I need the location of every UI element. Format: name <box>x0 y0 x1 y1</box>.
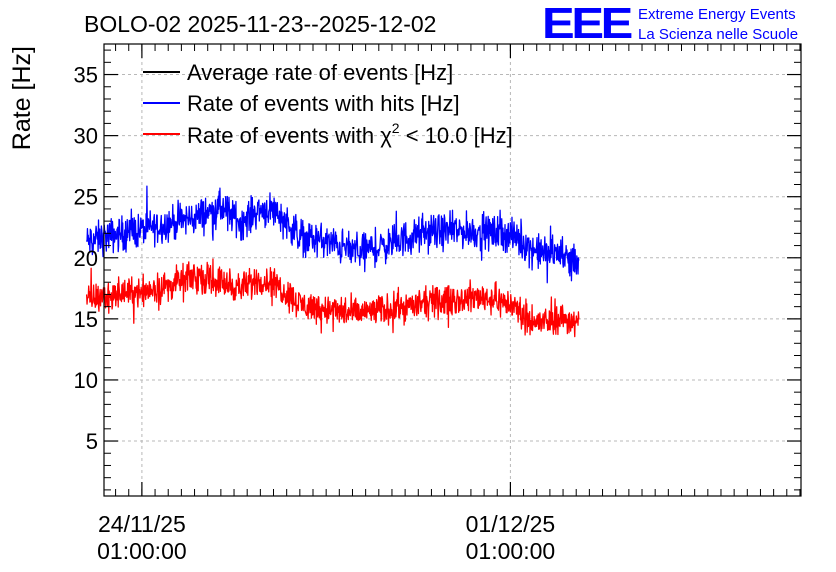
legend-entry-average: Average rate of events [Hz] <box>143 60 453 85</box>
x-tick-label-time: 01:00:00 <box>466 538 556 564</box>
series-line-2 <box>85 258 580 338</box>
y-tick-label: 10 <box>74 368 98 393</box>
x-tick-label-date: 24/11/25 <box>98 511 186 537</box>
legend-entry-chi2: Rate of events with χ2 < 10.0 [Hz] <box>143 120 513 148</box>
legend-chi2-suffix: < 10.0 [Hz] <box>400 123 513 148</box>
legend-label-chi2: Rate of events with χ2 < 10.0 [Hz] <box>187 120 513 148</box>
y-tick-label: 5 <box>86 429 98 454</box>
y-tick-label: 15 <box>74 307 98 332</box>
y-tick-label: 35 <box>74 63 98 88</box>
axis-layer: 510152025303524/11/2501:00:0001/12/2501:… <box>74 44 801 564</box>
legend-label-average: Average rate of events [Hz] <box>187 60 453 85</box>
legend-label-hits: Rate of events with hits [Hz] <box>187 91 460 116</box>
x-tick-label-time: 01:00:00 <box>97 538 187 564</box>
y-tick-label: 25 <box>74 185 98 210</box>
chart-title: BOLO-02 2025-11-23--2025-12-02 <box>84 11 436 37</box>
eee-logo: EEE Extreme Energy Events La Scienza nel… <box>542 0 798 48</box>
grid-layer <box>104 44 801 496</box>
series-line-1 <box>86 185 580 284</box>
eee-logo-line2: La Scienza nelle Scuole <box>638 26 798 43</box>
plot-frame <box>103 43 802 497</box>
eee-logo-mark: EEE <box>542 0 632 48</box>
y-tick-label: 30 <box>74 124 98 149</box>
series-layer <box>85 185 580 338</box>
legend: Average rate of events [Hz] Rate of even… <box>143 60 513 148</box>
legend-chi2-symbol: χ <box>380 123 392 148</box>
x-tick-label-date: 01/12/25 <box>466 511 556 537</box>
legend-chi2-superscript: 2 <box>392 120 400 136</box>
legend-chi2-prefix: Rate of events with <box>187 123 380 148</box>
y-tick-label: 20 <box>74 246 98 271</box>
y-axis-label: Rate [Hz] <box>8 46 36 150</box>
legend-entry-hits: Rate of events with hits [Hz] <box>143 91 460 116</box>
eee-logo-line1: Extreme Energy Events <box>638 6 796 23</box>
